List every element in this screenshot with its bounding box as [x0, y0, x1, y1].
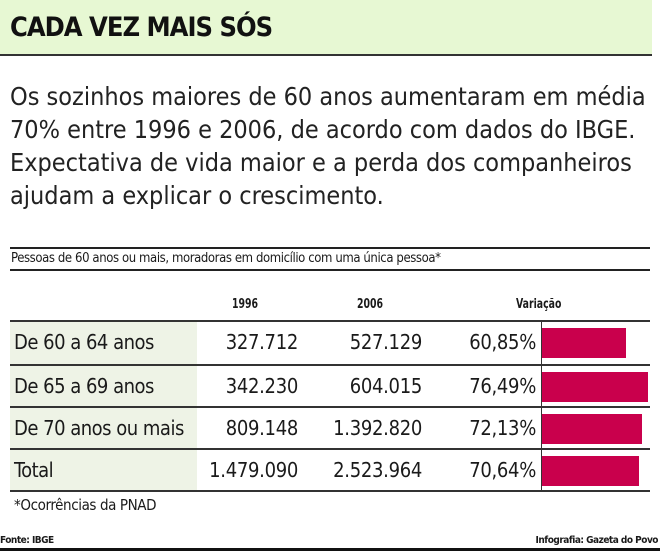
value-variacao: 76,49% [469, 374, 536, 398]
page-title: CADA VEZ MAIS SÓS [10, 12, 273, 43]
table-row: Total 1.479.090 2.523.964 70,64% [10, 448, 650, 490]
value-2006: 527.129 [349, 330, 423, 354]
header-banner: CADA VEZ MAIS SÓS [0, 0, 652, 56]
value-variacao: 70,64% [469, 458, 536, 482]
value-1996: 327.712 [225, 330, 299, 354]
footnote: *Ocorrências da PNAD [14, 496, 157, 514]
credit: Infografia: Gazeta do Povo [535, 535, 659, 546]
column-header-variacao: Variação [516, 297, 562, 312]
row-label: De 70 anos ou mais [10, 408, 197, 450]
intro-text: Os sozinhos maiores de 60 anos aumentara… [10, 82, 646, 210]
value-2006: 1.392.820 [333, 416, 422, 440]
divider [10, 490, 650, 492]
divider [10, 269, 650, 271]
value-2006: 2.523.964 [333, 458, 422, 482]
table-row: De 70 anos ou mais 809.148 1.392.820 72,13% [10, 406, 650, 450]
footer-rule [0, 548, 660, 551]
table-title: Pessoas de 60 anos ou mais, moradoras em… [11, 251, 441, 266]
variation-bar [542, 372, 648, 402]
source: Fonte: IBGE [0, 535, 54, 546]
table-row: De 60 a 64 anos 327.712 527.129 60,85% [10, 320, 650, 364]
variation-bar [542, 328, 626, 358]
table-row: De 65 a 69 anos 342.230 604.015 76,49% [10, 364, 650, 408]
value-variacao: 60,85% [469, 330, 536, 354]
value-2006: 604.015 [349, 374, 423, 398]
value-1996: 342.230 [225, 374, 299, 398]
divider [10, 247, 650, 249]
row-label: De 65 a 69 anos [10, 366, 197, 408]
row-label: Total [10, 450, 197, 490]
row-label: De 60 a 64 anos [10, 322, 197, 364]
value-1996: 809.148 [225, 416, 299, 440]
value-1996: 1.479.090 [209, 458, 298, 482]
column-header-1996: 1996 [232, 297, 259, 312]
column-header-2006: 2006 [357, 297, 384, 312]
value-variacao: 72,13% [469, 416, 536, 440]
variation-bar [542, 414, 642, 444]
bar-axis [541, 320, 542, 491]
variation-bar [542, 456, 640, 486]
